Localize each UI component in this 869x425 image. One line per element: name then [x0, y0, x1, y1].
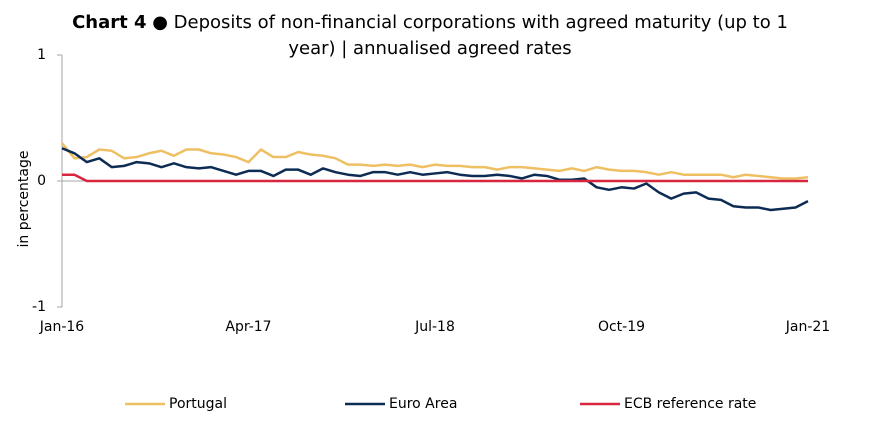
- y-tick-label: 1: [37, 47, 46, 63]
- title-number: Chart 4: [72, 12, 147, 33]
- legend-label: Portugal: [169, 396, 227, 412]
- y-tick-label: 0: [37, 173, 46, 189]
- x-tick-label: Oct-19: [598, 319, 645, 335]
- y-axis-label: in percentage: [16, 151, 32, 248]
- chart-title: Chart 4 ● Deposits of non-financial corp…: [60, 10, 800, 62]
- x-tick-label: Jan-16: [39, 319, 85, 335]
- legend-label: Euro Area: [389, 396, 457, 412]
- legend-label: ECB reference rate: [624, 396, 756, 412]
- x-tick-label: Jul-18: [414, 319, 455, 335]
- series-line: [61, 142, 809, 180]
- series-line: [62, 173, 808, 183]
- x-tick-label: Jan-21: [785, 319, 830, 335]
- y-tick-label: -1: [32, 299, 46, 315]
- series-line: [61, 147, 809, 212]
- title-text: ● Deposits of non-financial corporations…: [152, 12, 788, 59]
- x-tick-label: Apr-17: [225, 319, 271, 335]
